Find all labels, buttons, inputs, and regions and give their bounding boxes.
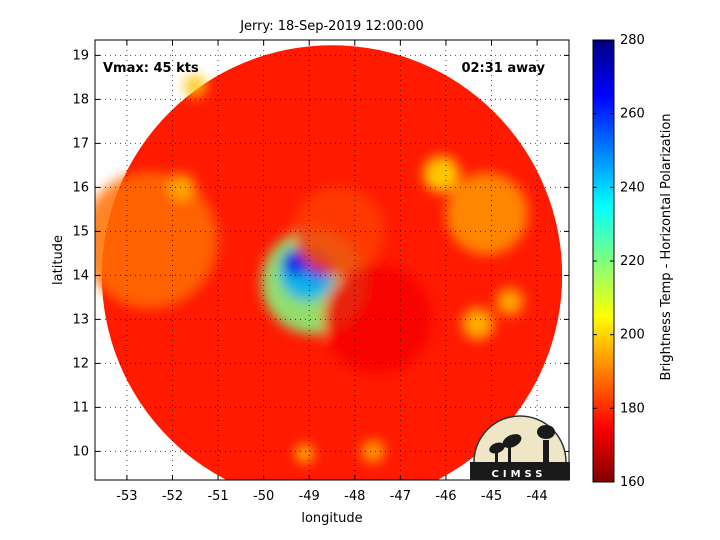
plot-border — [94, 39, 570, 481]
x-axis-label: longitude — [301, 511, 362, 526]
colorbar-tick-label: 180 — [620, 401, 645, 416]
x-tick-label: -53 — [116, 489, 137, 504]
y-tick-label: 14 — [72, 268, 89, 283]
field-feature — [293, 185, 385, 277]
y-tick-label: 16 — [72, 180, 89, 195]
y-tick-label: 19 — [72, 48, 89, 63]
x-tick-label: -51 — [207, 489, 228, 504]
y-tick-label: 11 — [72, 400, 89, 415]
vmax-annotation: Vmax: 45 kts — [103, 61, 199, 76]
y-tick-label: 18 — [72, 92, 89, 107]
field-feature — [322, 264, 433, 375]
colorbar-tick-label: 240 — [620, 180, 645, 195]
field-feature — [445, 172, 528, 255]
x-tick-label: -45 — [481, 489, 502, 504]
y-tick-label: 17 — [72, 136, 89, 151]
x-tick-label: -46 — [435, 489, 456, 504]
y-tick-label: 13 — [72, 312, 89, 327]
field-feature — [95, 171, 219, 309]
colorbar-tick-label: 220 — [620, 254, 645, 269]
y-axis-label: latitude — [51, 235, 66, 285]
colorbar-tick-label: 280 — [620, 33, 645, 48]
x-tick-label: -50 — [253, 489, 274, 504]
colorbar: 160 180 200 220 240 260 280 Brightness Temp - … — [592, 33, 674, 490]
field-feature — [423, 155, 460, 193]
colorbar-tick-label: 260 — [620, 107, 645, 122]
y-tick-label: 15 — [72, 224, 89, 239]
x-tick-label: -52 — [162, 489, 183, 504]
y-axis: 10 11 12 13 14 15 16 17 18 19 — [72, 48, 569, 459]
swath-layer — [95, 45, 563, 480]
colorbar-tick-label: 200 — [620, 328, 645, 343]
x-axis: -53 -52 -51 -50 -49 -48 -47 -46 -45 -44 — [116, 40, 548, 504]
field-feature — [183, 74, 207, 98]
x-tick-label: -49 — [299, 489, 320, 504]
field-feature — [167, 173, 196, 202]
field-feature — [461, 307, 494, 340]
x-tick-label: -44 — [526, 489, 547, 504]
cimss-logo: CIMSS — [470, 415, 570, 480]
cimss-logo-text: CIMSS — [492, 469, 547, 480]
x-tick-label: -48 — [344, 489, 365, 504]
colorbar-label: Brightness Temp - Horizontal Polarizatio… — [659, 113, 674, 380]
field-feature — [361, 440, 385, 463]
colorbar-tick-label: 160 — [620, 475, 645, 490]
field-feature — [295, 444, 314, 463]
colorbar-ticks: 160 180 200 220 240 260 280 — [593, 33, 645, 490]
time-away-annotation: 02:31 away — [461, 61, 545, 76]
y-tick-label: 10 — [72, 444, 89, 459]
field-blobs — [95, 74, 528, 463]
chart-title: Jerry: 18-Sep-2019 12:00:00 — [239, 19, 424, 34]
field-feature — [496, 288, 524, 316]
x-tick-label: -47 — [390, 489, 411, 504]
y-tick-label: 12 — [72, 356, 89, 371]
